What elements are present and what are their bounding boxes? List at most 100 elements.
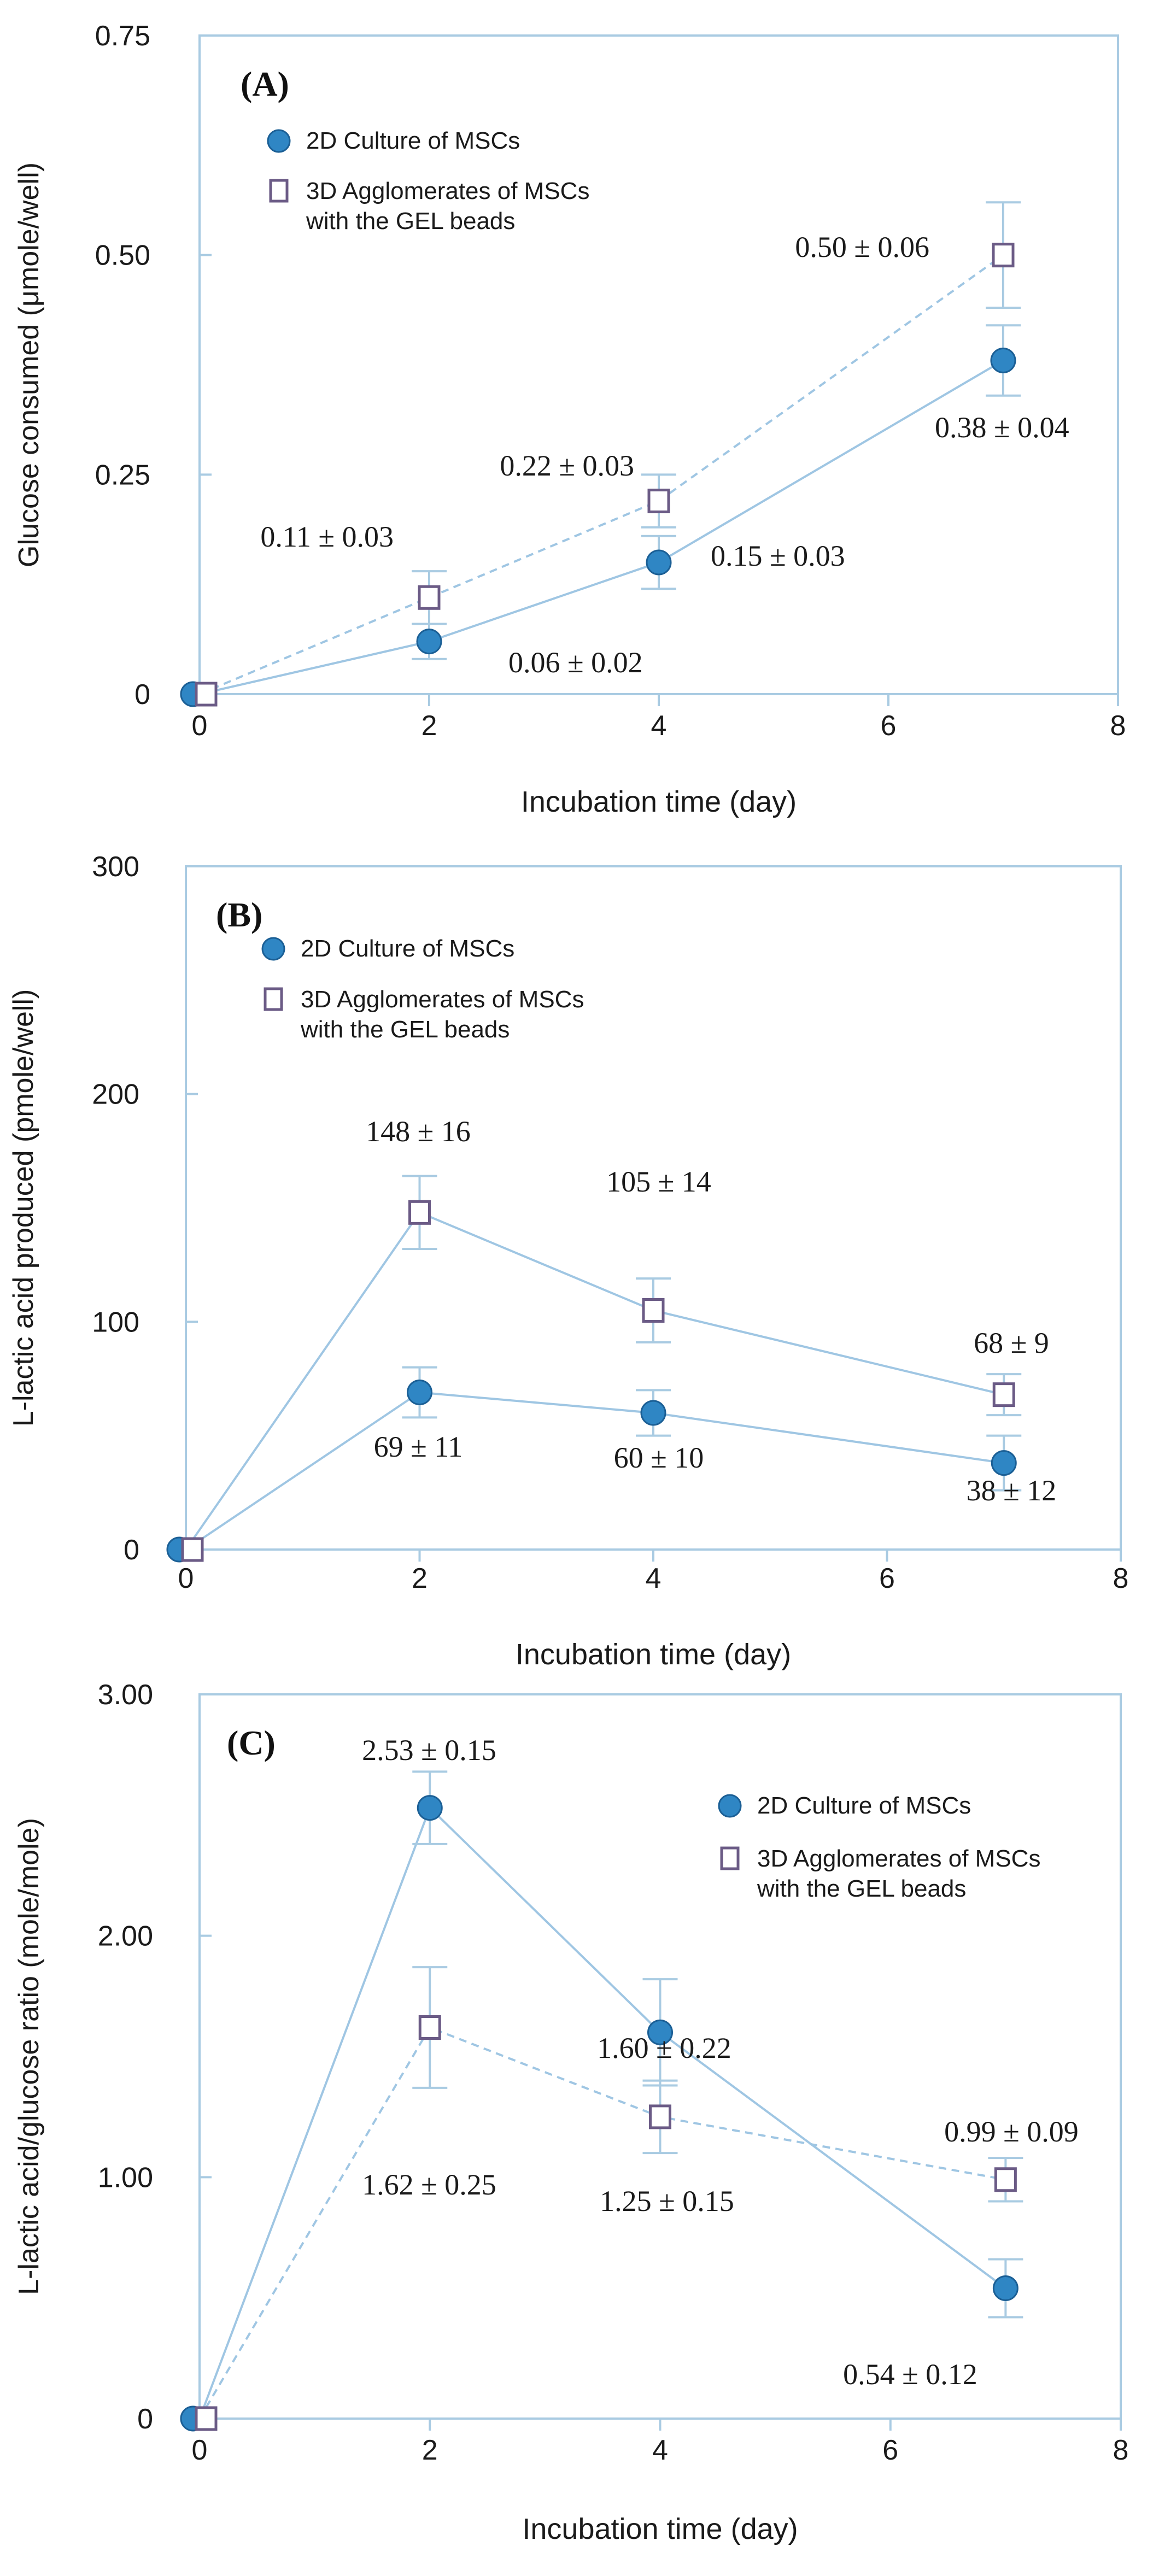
legend-label-2d: 2D Culture of MSCs <box>757 1792 971 1819</box>
data-label-3d: 0.22 ± 0.03 <box>500 449 634 482</box>
data-point-3d <box>649 2104 671 2129</box>
x-tick-label: 4 <box>646 1563 662 1594</box>
y-tick-label: 0.75 <box>95 20 150 52</box>
data-label-3d: 0.50 ± 0.06 <box>795 231 929 263</box>
x-axis-title: Incubation time (day) <box>522 2513 798 2545</box>
x-tick-label: 4 <box>651 710 667 742</box>
y-tick-label: 0 <box>124 1534 139 1566</box>
data-label-3d: 1.62 ± 0.25 <box>362 2168 496 2201</box>
x-tick-label: 6 <box>882 2434 898 2466</box>
data-point-2d <box>640 1400 666 1426</box>
data-label-3d: 105 ± 14 <box>606 1165 711 1198</box>
legend-label-2d: 2D Culture of MSCs <box>306 127 520 154</box>
y-tick-label: 0 <box>137 2403 153 2435</box>
y-tick-label: 300 <box>92 851 139 883</box>
data-point-2d <box>647 2019 673 2045</box>
data-point-3d <box>642 1298 665 1323</box>
data-point-2d <box>416 629 442 655</box>
x-tick-label: 2 <box>412 1563 428 1594</box>
data-point-2d <box>417 1795 443 1821</box>
legend-label-3d: 3D Agglomerates of MSCs <box>301 986 584 1013</box>
y-tick-label: 200 <box>92 1079 139 1111</box>
legend-label-2d: 2D Culture of MSCs <box>301 935 514 962</box>
data-point-2d <box>407 1380 432 1405</box>
data-label-2d: 0.15 ± 0.03 <box>711 539 845 572</box>
data-label-2d: 0.38 ± 0.04 <box>935 411 1069 444</box>
data-point-2d <box>991 1450 1017 1476</box>
data-label-2d: 38 ± 12 <box>967 1474 1057 1507</box>
data-label-2d: 1.60 ± 0.22 <box>597 2032 731 2064</box>
series-line-2d <box>199 359 1004 695</box>
data-point-2d <box>990 347 1016 373</box>
data-point-3d <box>408 1200 431 1225</box>
legend: 2D Culture of MSCs 3D Agglomerates of MSC… <box>261 935 584 1043</box>
x-tick-label: 6 <box>879 1563 895 1594</box>
data-label-2d: 0.06 ± 0.02 <box>508 646 643 679</box>
data-point-3d <box>418 2015 441 2040</box>
legend-label-3d: 3D Agglomerates of MSCs <box>757 1845 1040 1872</box>
legend-marker-2d <box>267 129 291 153</box>
data-label-2d: 2.53 ± 0.15 <box>362 1734 496 1767</box>
data-label-3d: 68 ± 9 <box>974 1327 1049 1359</box>
y-tick-label: 3.00 <box>98 1679 153 1711</box>
y-tick-label: 0.25 <box>95 459 150 491</box>
data-point-3d <box>647 489 670 514</box>
legend-marker-3d <box>264 987 283 1011</box>
x-tick-label: 8 <box>1110 710 1126 742</box>
x-axis-title: Incubation time (day) <box>516 1638 791 1671</box>
data-point-3d <box>992 243 1015 268</box>
data-label-3d: 148 ± 16 <box>366 1115 471 1148</box>
legend: 2D Culture of MSCs 3D Agglomerates of MSC… <box>718 1792 1040 1902</box>
panel-a: 0 0.25 0.50 0.75 0 2 4 6 8 Incubation time (day) G… <box>13 20 1126 818</box>
legend-marker-2d <box>261 937 285 961</box>
data-point-3d <box>992 1382 1015 1407</box>
y-tick-label: 0.50 <box>95 240 150 272</box>
legend-marker-3d <box>269 179 289 203</box>
panel-label: (C) <box>227 1723 276 1762</box>
series-line-3d <box>199 254 1004 695</box>
data-point-2d <box>646 549 672 576</box>
legend-label-3d: with the GEL beads <box>306 208 515 234</box>
x-tick-label: 6 <box>881 710 897 742</box>
data-point-3d <box>181 1537 204 1562</box>
x-tick-label: 8 <box>1113 1563 1129 1594</box>
data-point-2d <box>992 2275 1018 2301</box>
legend-label-3d: with the GEL beads <box>757 1875 966 1902</box>
panel-b: 0 100 200 300 0 2 4 6 8 Incubation time (day) L-la… <box>8 851 1128 1671</box>
panel-c: 0 1.00 2.00 3.00 0 2 4 6 8 Incubation time (day) L… <box>13 1679 1128 2545</box>
y-axis-title: L-lactic acid produced (pmole/well) <box>8 989 39 1427</box>
x-tick-label: 0 <box>192 710 208 742</box>
data-label-3d: 1.25 ± 0.15 <box>600 2185 734 2217</box>
x-tick-label: 4 <box>652 2434 668 2466</box>
legend-label-3d: 3D Agglomerates of MSCs <box>306 178 589 204</box>
x-tick-label: 2 <box>422 710 437 742</box>
data-point-3d <box>195 682 218 707</box>
series-line-2d <box>198 1806 1006 2419</box>
legend-label-3d: with the GEL beads <box>300 1016 510 1043</box>
y-axis-title: Glucose consumed (μmole/well) <box>13 162 45 567</box>
y-tick-label: 0 <box>134 679 150 711</box>
data-label-2d: 69 ± 11 <box>374 1430 463 1463</box>
y-tick-label: 1.00 <box>98 2162 153 2193</box>
data-point-3d <box>418 585 441 610</box>
legend: 2D Culture of MSCs 3D Agglomerates of MSC… <box>267 127 589 234</box>
data-label-3d: 0.11 ± 0.03 <box>260 520 394 553</box>
panel-label: (A) <box>241 64 289 103</box>
legend-marker-3d <box>720 1846 740 1870</box>
legend-marker-2d <box>718 1794 742 1818</box>
x-tick-label: 0 <box>178 1563 194 1594</box>
x-tick-label: 0 <box>192 2434 208 2466</box>
data-label-2d: 0.54 ± 0.12 <box>843 2358 977 2391</box>
panel-label: (B) <box>216 895 262 934</box>
y-tick-label: 100 <box>92 1306 139 1338</box>
y-tick-label: 2.00 <box>98 1921 153 1952</box>
series-line-3d <box>185 1211 1004 1551</box>
y-axis-title: L-lactic acid/glucose ratio (mole/mole) <box>13 1818 45 2295</box>
x-tick-label: 2 <box>422 2434 438 2466</box>
data-label-3d: 0.99 ± 0.09 <box>944 2115 1079 2148</box>
data-point-3d <box>994 2167 1017 2192</box>
series-line-2d <box>185 1391 1004 1551</box>
x-axis-title: Incubation time (day) <box>521 785 797 818</box>
data-label-2d: 60 ± 10 <box>614 1441 704 1474</box>
